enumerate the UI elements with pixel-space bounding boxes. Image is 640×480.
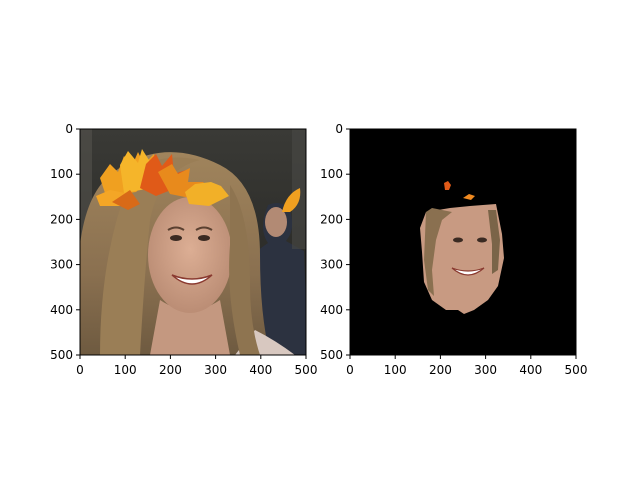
y-tick-label-right-2: 200: [320, 212, 343, 226]
face-photo-image: [80, 129, 306, 355]
y-tick-label-right-1: 100: [320, 167, 343, 181]
leaf-fragment-right: [463, 194, 475, 200]
x-tick-label-left-0: 0: [76, 363, 84, 377]
y-tick-label-right-4: 400: [320, 303, 343, 317]
x-tick-label-right-1: 100: [384, 363, 407, 377]
y-tick-label-right-0: 0: [335, 122, 343, 136]
y-tick-label-left-3: 300: [50, 258, 73, 272]
x-tick-label-left-4: 400: [249, 363, 272, 377]
right-panel: [349, 128, 577, 356]
y-tick-label-right-3: 300: [320, 258, 343, 272]
y-tick-label-left-2: 200: [50, 212, 73, 226]
left-axes-frame: [79, 128, 307, 356]
right-axes-frame: [349, 128, 577, 356]
left-panel: [79, 128, 307, 356]
y-tick-label-left-5: 500: [50, 348, 73, 362]
leaf-fragment-left: [444, 181, 451, 190]
x-tick-label-left-5: 500: [295, 363, 318, 377]
floating-leaf: [282, 188, 301, 212]
x-tick-label-right-4: 400: [519, 363, 542, 377]
x-tick-label-left-2: 200: [159, 363, 182, 377]
x-tick-label-right-0: 0: [346, 363, 354, 377]
face-mask-image: [350, 129, 576, 355]
x-tick-label-right-2: 200: [429, 363, 452, 377]
leaf-crown-overlay: [96, 149, 229, 210]
y-tick-label-left-4: 400: [50, 303, 73, 317]
x-tick-label-right-3: 300: [474, 363, 497, 377]
x-tick-label-left-3: 300: [204, 363, 227, 377]
y-tick-label-right-5: 500: [320, 348, 343, 362]
x-tick-label-left-1: 100: [114, 363, 137, 377]
y-tick-label-left-0: 0: [65, 122, 73, 136]
y-tick-label-left-1: 100: [50, 167, 73, 181]
x-tick-label-right-5: 500: [565, 363, 588, 377]
